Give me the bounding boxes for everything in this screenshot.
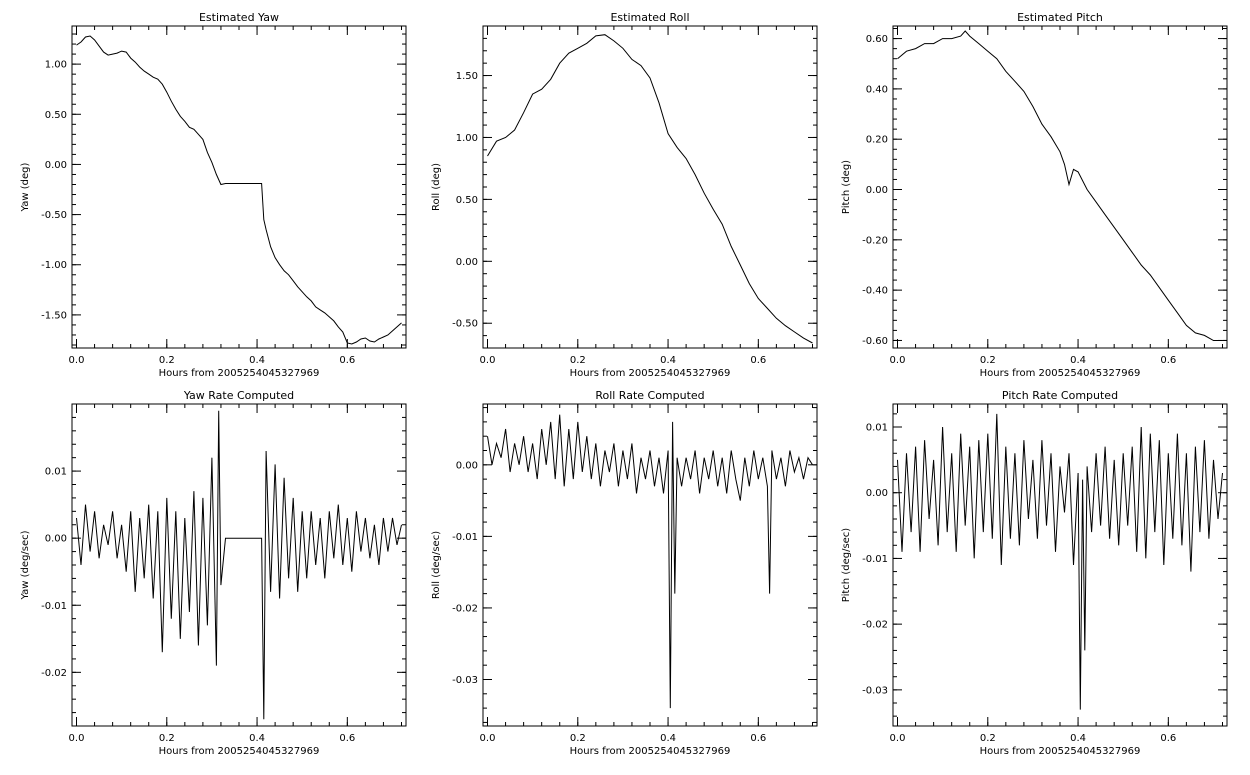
y-axis-label: Pitch (deg) [841,160,852,214]
y-tick-label: 1.00 [45,60,67,71]
y-axis-label: Roll (deg/sec) [431,531,442,599]
y-tick-label: -0.40 [862,286,888,297]
x-tick-label: 0.2 [570,733,586,744]
chart-panel-3: Estimated Pitch Hours from 20052540453279… [841,11,1228,379]
y-tick-label: -0.01 [41,601,67,612]
y-tick-label: 0.00 [866,488,888,499]
y-tick-label: -0.01 [452,532,478,543]
series-line-1 [76,35,402,345]
y-tick-label: -1.50 [41,310,67,321]
plot-frame [892,25,1228,349]
x-axis-label: Hours from 2005254045327969 [570,746,731,757]
y-tick-label: 0.00 [456,257,478,268]
plot-frame [71,403,407,727]
chart-title: Pitch Rate Computed [1002,389,1118,402]
y-tick-label: -0.01 [862,554,888,565]
y-tick-label: -0.03 [452,675,478,686]
y-tick-label: -0.03 [862,685,888,696]
y-axis-label: Pitch (deg/sec) [841,528,852,603]
y-tick-label: 0.01 [45,467,67,478]
chart-panel-5: Roll Rate Computed Hours from 20052540453… [431,389,818,757]
y-tick-label: -0.50 [41,210,67,221]
chart-panel-4: Yaw Rate Computed Hours from 200525404532… [20,389,407,757]
x-tick-label: 0.6 [339,355,355,366]
chart-title: Roll Rate Computed [595,389,704,402]
x-tick-label: 0.6 [1160,355,1176,366]
y-axis-label: Yaw (deg/sec) [20,530,31,600]
x-axis-label: Hours from 2005254045327969 [159,368,320,379]
x-tick-label: 0.2 [570,355,586,366]
y-tick-label: -0.02 [862,620,888,631]
series-line-1 [897,30,1223,341]
chart-title: Estimated Pitch [1017,11,1103,24]
y-tick-label: 0.00 [456,460,478,471]
series-line-1 [897,413,1223,710]
x-tick-label: 0.2 [159,733,175,744]
x-axis-label: Hours from 2005254045327969 [980,746,1141,757]
x-axis-label: Hours from 2005254045327969 [570,368,731,379]
y-tick-label: 1.50 [456,71,478,82]
chart-panel-2: Estimated Roll Hours from 200525404532796… [431,11,818,379]
chart-title: Yaw Rate Computed [183,389,294,402]
x-tick-label: 0.6 [1160,733,1176,744]
x-tick-label: 0.6 [339,733,355,744]
y-tick-label: 0.00 [45,160,67,171]
x-tick-label: 0.4 [1070,355,1086,366]
x-tick-label: 0.2 [980,733,996,744]
series-line-1 [487,414,813,709]
x-tick-label: 0.4 [660,355,676,366]
chart-title: Estimated Roll [610,11,689,24]
y-tick-label: 0.01 [866,423,888,434]
chart-panel-1: Estimated Yaw Hours from 2005254045327969… [20,11,407,379]
y-tick-label: -0.02 [452,603,478,614]
y-tick-label: 1.00 [456,133,478,144]
y-tick-label: -0.60 [862,336,888,347]
x-tick-label: 0.6 [750,733,766,744]
y-tick-label: 0.20 [866,135,888,146]
x-tick-label: 0.0 [69,355,85,366]
chart-panel-6: Pitch Rate Computed Hours from 2005254045… [841,389,1228,757]
x-tick-label: 0.6 [750,355,766,366]
y-tick-label: 0.50 [456,195,478,206]
x-tick-label: 0.0 [69,733,85,744]
x-tick-label: 0.0 [890,733,906,744]
y-tick-label: -0.02 [41,668,67,679]
series-line-1 [76,410,402,720]
x-tick-label: 0.0 [890,355,906,366]
x-tick-label: 0.4 [1070,733,1086,744]
y-tick-label: -1.00 [41,260,67,271]
y-tick-label: 0.00 [866,185,888,196]
x-tick-label: 0.4 [249,355,265,366]
plot-frame [482,25,818,349]
y-axis-label: Yaw (deg) [20,162,31,212]
y-tick-label: 0.40 [866,84,888,95]
plot-frame [71,25,407,349]
chart-title: Estimated Yaw [199,11,279,24]
x-tick-label: 0.0 [480,355,496,366]
y-tick-label: 0.50 [45,110,67,121]
x-tick-label: 0.4 [660,733,676,744]
y-tick-label: 0.00 [45,534,67,545]
y-tick-label: 0.60 [866,34,888,45]
y-tick-label: -0.50 [452,319,478,330]
x-tick-label: 0.0 [480,733,496,744]
y-axis-label: Roll (deg) [431,163,442,211]
y-tick-label: -0.20 [862,235,888,246]
x-axis-label: Hours from 2005254045327969 [980,368,1141,379]
x-axis-label: Hours from 2005254045327969 [159,746,320,757]
series-line-1 [487,34,813,344]
x-tick-label: 0.2 [980,355,996,366]
x-tick-label: 0.2 [159,355,175,366]
x-tick-label: 0.4 [249,733,265,744]
